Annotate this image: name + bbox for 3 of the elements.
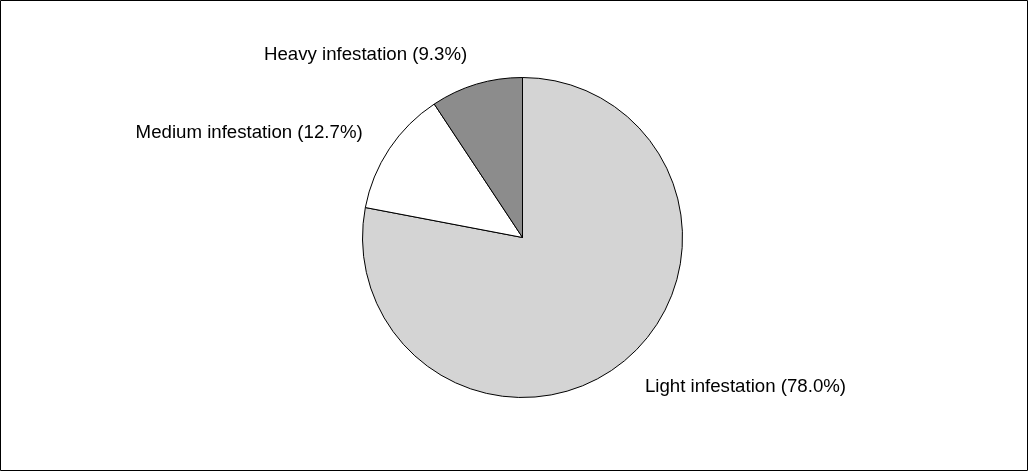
slice-label: Heavy infestation (9.3%): [263, 43, 468, 65]
slice-label: Light infestation (78.0%): [644, 374, 847, 396]
slice-label: Medium infestation (12.7%): [135, 120, 363, 142]
